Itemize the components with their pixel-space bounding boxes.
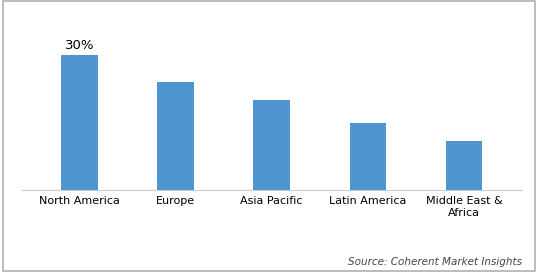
Text: 30%: 30% (65, 39, 94, 52)
Bar (157, 82, 194, 190)
Bar (350, 123, 386, 190)
Bar (446, 141, 483, 190)
Bar (61, 55, 97, 190)
Text: Source: Coherent Market Insights: Source: Coherent Market Insights (348, 256, 522, 267)
Bar (253, 100, 290, 190)
